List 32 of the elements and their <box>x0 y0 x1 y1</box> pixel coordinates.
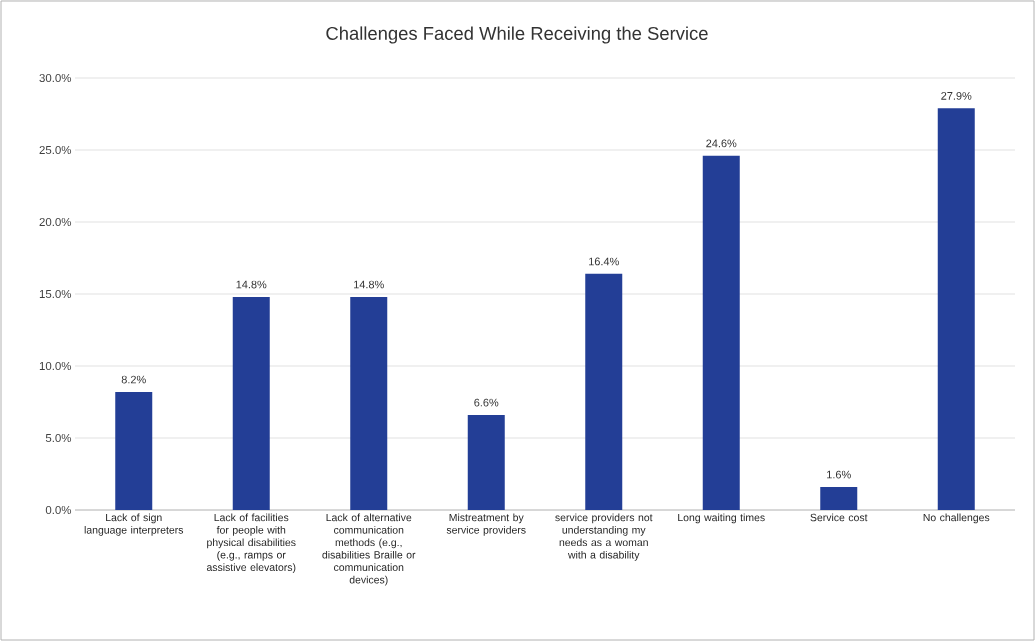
y-tick-label: 0.0% <box>45 505 72 515</box>
x-tick-label: Lack of sign language interpreters <box>84 513 184 536</box>
y-tick-label: 20.0% <box>39 217 72 227</box>
bar <box>585 273 623 510</box>
y-tick-label: 10.0% <box>39 361 72 371</box>
data-label: 6.6% <box>474 398 499 407</box>
y-tick-label: 25.0% <box>39 145 72 155</box>
data-label: 14.8% <box>354 280 384 289</box>
x-tick-label: No challenges <box>923 513 990 524</box>
data-label: 27.9% <box>941 91 972 100</box>
y-tick-label: 30.0% <box>39 73 72 83</box>
bar <box>467 414 505 510</box>
bar <box>820 486 858 510</box>
x-tick-label: Service cost <box>810 513 868 522</box>
x-tick-label: Mistreatment by service providers <box>446 513 526 536</box>
data-label: 8.2% <box>121 375 146 384</box>
x-tick-label: Lack of alternative communication methods (e.g., disabilities Braille or communication devices) <box>322 513 416 586</box>
x-tick-label: service providers not understanding my needs as a woman with a disability <box>555 513 653 561</box>
x-tick-label: Long waiting times <box>678 513 765 524</box>
data-label: 24.6% <box>706 139 737 148</box>
data-label: 14.8% <box>236 280 267 289</box>
bar <box>350 296 388 510</box>
bar <box>937 108 975 510</box>
chart-title: Challenges Faced While Receiving the Service <box>326 26 708 44</box>
bar <box>702 155 740 510</box>
x-tick-label: Lack of facilities for people with physical disabilities (e.g., ramps or assistive elevators) <box>206 513 296 574</box>
y-tick-label: 5.0% <box>45 433 72 443</box>
data-label: 1.6% <box>827 470 851 479</box>
bar <box>232 296 270 510</box>
data-label: 16.4% <box>589 257 619 266</box>
bar <box>115 391 153 510</box>
y-tick-label: 15.0% <box>39 289 72 299</box>
